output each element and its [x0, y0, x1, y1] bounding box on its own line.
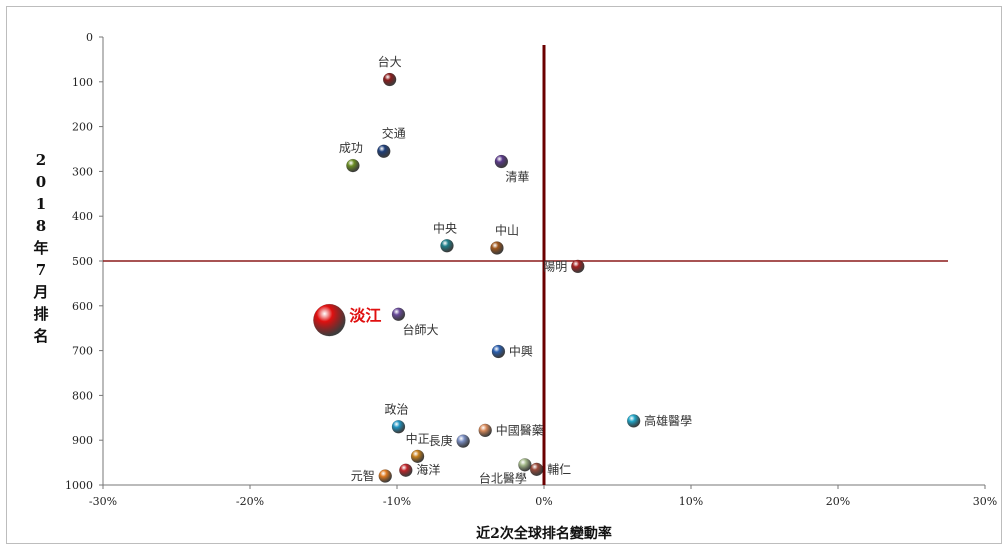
point-11-label: 政治 [384, 402, 408, 416]
point-3-label: 清華 [505, 170, 529, 184]
x-tick-label: 30% [973, 495, 997, 508]
point-2-label: 成功 [339, 141, 363, 155]
point-1 [377, 144, 391, 158]
y-axis-title-char: 2 [36, 151, 46, 169]
point-7 [313, 303, 346, 337]
point-10 [626, 414, 641, 428]
x-axis-title: 近2次全球排名變動率 [476, 525, 612, 542]
point-4 [440, 239, 454, 253]
point-1-label: 交通 [382, 126, 406, 141]
y-tick-label: 900 [72, 434, 93, 447]
point-9 [491, 344, 506, 359]
point-15-label: 台北醫學 [479, 470, 527, 485]
point-0-label: 台大 [378, 54, 402, 69]
y-tick-label: 200 [72, 121, 93, 134]
point-0 [382, 72, 397, 87]
x-tick-label: -20% [236, 495, 264, 508]
y-axis-title-char: 8 [36, 217, 46, 235]
y-tick-label: 100 [72, 76, 93, 89]
point-12 [478, 423, 492, 438]
point-16-label: 輔仁 [547, 462, 571, 476]
y-tick-label: 600 [72, 300, 93, 313]
point-17-label: 海洋 [416, 462, 440, 477]
point-7-label: 淡江 [349, 306, 381, 325]
point-15 [518, 458, 532, 472]
point-6-label: 陽明 [543, 259, 567, 273]
y-axis-title-char: 排 [33, 305, 48, 323]
point-12-label: 中國醫藥 [496, 422, 544, 437]
point-8-label: 台師大 [402, 322, 438, 337]
point-14-label: 中正 [406, 431, 430, 446]
x-tick-label: -30% [89, 495, 117, 508]
point-14 [410, 449, 425, 464]
y-axis-title-char: 7 [36, 261, 46, 279]
chart-frame [6, 6, 1002, 544]
point-2 [346, 158, 360, 173]
y-axis: 0 100 200 300 400 500 600 700 800 900 1000 [65, 31, 104, 492]
point-9-label: 中興 [509, 343, 533, 358]
point-13 [456, 434, 470, 448]
y-axis-title: 2 0 1 8 年 7 月排名 [32, 151, 48, 345]
point-8 [391, 307, 406, 322]
data-points [313, 72, 641, 483]
point-5-label: 中山 [495, 223, 519, 238]
x-tick-label: -10% [383, 495, 411, 508]
y-tick-label: 300 [72, 165, 93, 178]
y-tick-label: 500 [72, 255, 93, 268]
y-tick-label: 1000 [65, 479, 93, 492]
point-17 [399, 463, 413, 477]
point-6 [571, 259, 585, 274]
y-axis-title-char: 0 [36, 173, 46, 191]
y-tick-label: 800 [72, 389, 93, 402]
y-tick-label: 0 [86, 31, 93, 44]
y-axis-title-char: 月 [32, 283, 48, 301]
point-13-label: 長庚 [429, 433, 453, 448]
y-axis-title-char: 1 [36, 195, 46, 213]
y-tick-label: 400 [72, 210, 93, 223]
point-18 [378, 469, 392, 483]
point-18-label: 元智 [351, 468, 375, 483]
x-axis: -30% -20% -10% 0% 10% 20% 30% [89, 484, 997, 508]
x-tick-label: 20% [826, 495, 850, 508]
point-11 [391, 420, 406, 434]
reference-lines [103, 45, 948, 485]
y-tick-label: 700 [72, 345, 93, 358]
point-10-label: 高雄醫學 [644, 413, 692, 428]
point-3 [494, 154, 509, 169]
x-tick-label: 10% [679, 495, 703, 508]
point-16 [529, 462, 544, 477]
point-5 [490, 241, 504, 255]
x-tick-label: 0% [535, 495, 552, 508]
y-axis-title-char: 名 [33, 327, 48, 345]
point-4-label: 中央 [433, 220, 457, 235]
y-axis-title-char: 年 [33, 239, 48, 257]
